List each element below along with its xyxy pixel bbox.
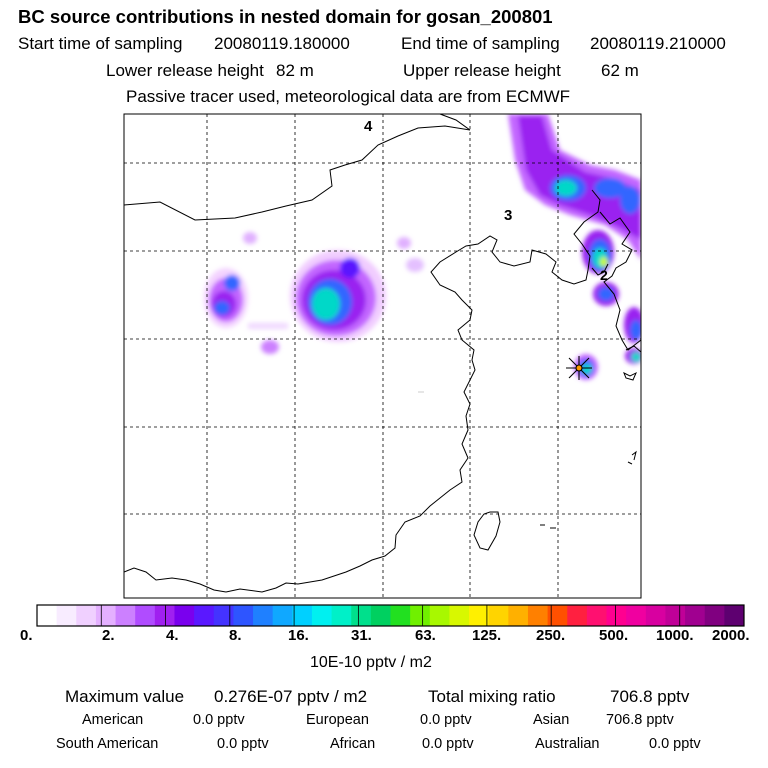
legend-swatch bbox=[351, 605, 372, 626]
legend-unit: 10E-10 pptv / m2 bbox=[310, 654, 432, 671]
start-time-label: Start time of sampling bbox=[18, 34, 183, 53]
legend-tick: 16. bbox=[288, 627, 309, 644]
legend-swatch bbox=[233, 605, 254, 626]
region-value: 0.0 pptv bbox=[217, 736, 269, 752]
upper-height-value: 62 m bbox=[601, 61, 639, 80]
legend-tick: 0. bbox=[20, 627, 33, 644]
legend-swatch bbox=[410, 605, 431, 626]
legend-swatch bbox=[56, 605, 77, 626]
time-marker-3: 3 bbox=[504, 207, 512, 224]
legend-swatch bbox=[626, 605, 647, 626]
legend-tick: 2000. bbox=[712, 627, 750, 644]
legend-swatch bbox=[390, 605, 411, 626]
end-time-label: End time of sampling bbox=[401, 34, 560, 53]
legend-swatch bbox=[174, 605, 195, 626]
start-time-value: 20080119.180000 bbox=[214, 34, 350, 53]
legend-swatch bbox=[469, 605, 490, 626]
legend-tick: 125. bbox=[472, 627, 502, 644]
region-name: Australian bbox=[535, 736, 600, 752]
legend-swatch bbox=[115, 605, 136, 626]
lower-height-value: 82 m bbox=[276, 61, 314, 80]
region-value: 0.0 pptv bbox=[193, 712, 245, 728]
legend-swatch bbox=[194, 605, 215, 626]
legend-swatch bbox=[95, 605, 117, 626]
tracer-note: Passive tracer used, meteorological data… bbox=[126, 87, 571, 106]
legend-tick: 500. bbox=[599, 627, 629, 644]
region-name: South American bbox=[56, 736, 159, 752]
legend-tick: 8. bbox=[229, 627, 242, 644]
map-title: BC source contributions in nested domain… bbox=[18, 6, 553, 27]
legend-colorbar bbox=[37, 605, 745, 626]
legend-tick: 4. bbox=[166, 627, 179, 644]
lower-height-label: Lower release height bbox=[106, 61, 264, 80]
region-value: 706.8 pptv bbox=[606, 712, 674, 728]
time-marker-4: 4 bbox=[364, 118, 373, 135]
total-mixing-value: 706.8 pptv bbox=[610, 687, 690, 706]
legend-tick: 2. bbox=[102, 627, 115, 644]
legend-swatch bbox=[429, 605, 450, 626]
legend-swatch bbox=[527, 605, 549, 626]
legend-tick: 1000. bbox=[656, 627, 694, 644]
max-value: 0.276E-07 pptv / m2 bbox=[214, 687, 368, 706]
receptor-star-icon bbox=[566, 356, 592, 380]
legend-swatch bbox=[135, 605, 156, 626]
legend-swatch bbox=[331, 605, 352, 626]
max-value-label: Maximum value bbox=[65, 687, 185, 706]
lat-lon-grid bbox=[124, 114, 641, 598]
legend-swatch bbox=[685, 605, 706, 626]
legend-tick: 31. bbox=[351, 627, 372, 644]
legend-swatch bbox=[37, 605, 58, 626]
map-content bbox=[124, 114, 641, 598]
legend-swatch bbox=[76, 605, 97, 626]
end-time-value: 20080119.210000 bbox=[590, 34, 726, 53]
legend-swatch bbox=[606, 605, 627, 626]
region-value: 0.0 pptv bbox=[649, 736, 701, 752]
legend-swatch bbox=[508, 605, 529, 626]
coastlines bbox=[124, 114, 641, 593]
legend-swatch bbox=[213, 605, 234, 626]
legend-swatch bbox=[704, 605, 725, 626]
legend-tick: 63. bbox=[415, 627, 436, 644]
legend-swatch bbox=[586, 605, 608, 626]
region-value: 0.0 pptv bbox=[420, 712, 472, 728]
legend-swatch bbox=[547, 605, 568, 626]
legend-swatch bbox=[567, 605, 588, 626]
time-marker-2: 2 bbox=[600, 267, 608, 283]
legend-swatch bbox=[292, 605, 313, 626]
footprint-plumes bbox=[204, 114, 641, 380]
region-name: European bbox=[306, 712, 369, 728]
legend-swatch bbox=[272, 605, 293, 626]
legend-frame bbox=[36, 604, 745, 627]
legend-swatch bbox=[665, 605, 686, 626]
legend-swatch bbox=[370, 605, 391, 626]
total-mixing-label: Total mixing ratio bbox=[428, 687, 556, 706]
region-name: American bbox=[82, 712, 144, 728]
legend-swatch bbox=[449, 605, 470, 626]
legend-swatch bbox=[724, 605, 745, 626]
legend-swatch bbox=[645, 605, 666, 626]
region-name: African bbox=[330, 736, 376, 752]
legend-tick: 250. bbox=[536, 627, 566, 644]
legend-swatch bbox=[154, 605, 175, 626]
legend-swatch bbox=[311, 605, 333, 626]
map-frame bbox=[123, 113, 642, 599]
legend-swatch bbox=[488, 605, 509, 626]
region-value: 0.0 pptv bbox=[422, 736, 474, 752]
upper-height-label: Upper release height bbox=[403, 61, 561, 80]
region-name: Asian bbox=[533, 712, 570, 728]
legend-swatch bbox=[253, 605, 274, 626]
